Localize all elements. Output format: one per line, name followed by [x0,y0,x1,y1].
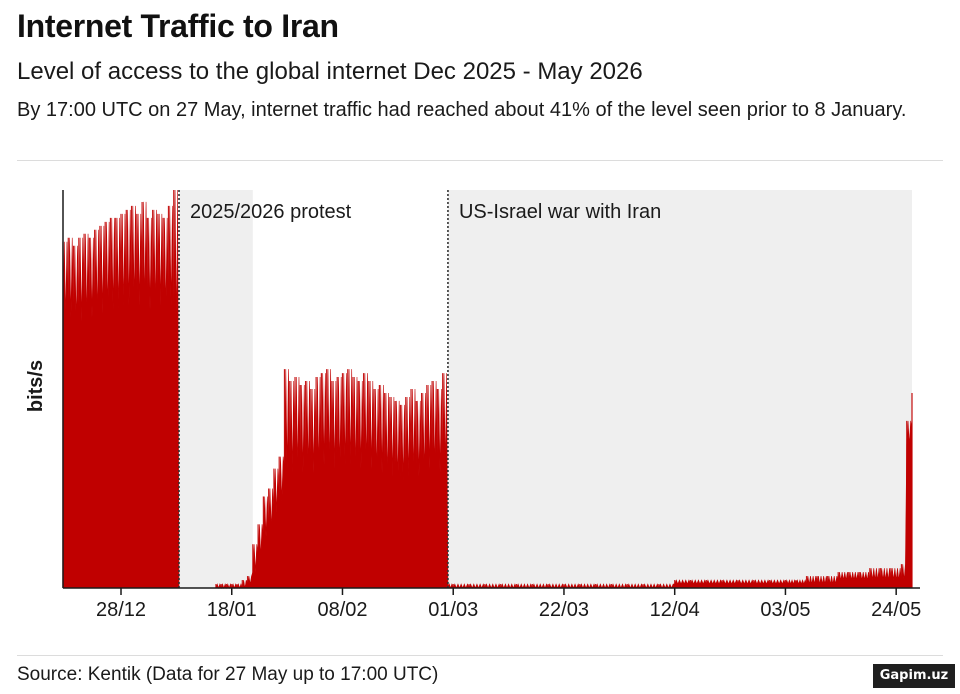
y-axis-label: bits/s [25,360,47,412]
x-tick-label-6: 03/05 [760,599,810,621]
chart-title: Internet Traffic to Iran [17,8,339,44]
x-tick-label-0: 28/12 [96,599,146,621]
annotation-shade-1 [447,190,912,588]
event-label-1: US-Israel war with Iran [459,201,661,223]
event-label-0: 2025/2026 protest [190,201,352,223]
traffic-area-layer [62,189,913,589]
x-tick-label-5: 12/04 [650,599,700,621]
x-tick-label-3: 01/03 [428,599,478,621]
annotation-shade-0 [179,190,253,588]
x-tick-label-1: 18/01 [207,599,257,621]
source-note: Source: Kentik (Data for 27 May up to 17… [17,664,439,685]
watermark-badge: Gapim.uz [873,664,955,688]
chart-description: By 17:00 UTC on 27 May, internet traffic… [17,99,907,121]
x-tick-label-7: 24/05 [871,599,921,621]
annotation-shading-layer [179,190,912,588]
chart-subtitle: Level of access to the global internet D… [17,58,643,85]
x-tick-label-4: 22/03 [539,599,589,621]
footer-divider [17,655,943,656]
header-divider [17,160,943,161]
axis-layer: 28/12 18/01 08/02 01/03 22/03 12/04 03/05 24/05 [62,190,921,621]
x-tick-label-2: 08/02 [317,599,367,621]
event-annotation-layer: 2025/2026 protest US-Israel war with Iran [178,190,661,588]
